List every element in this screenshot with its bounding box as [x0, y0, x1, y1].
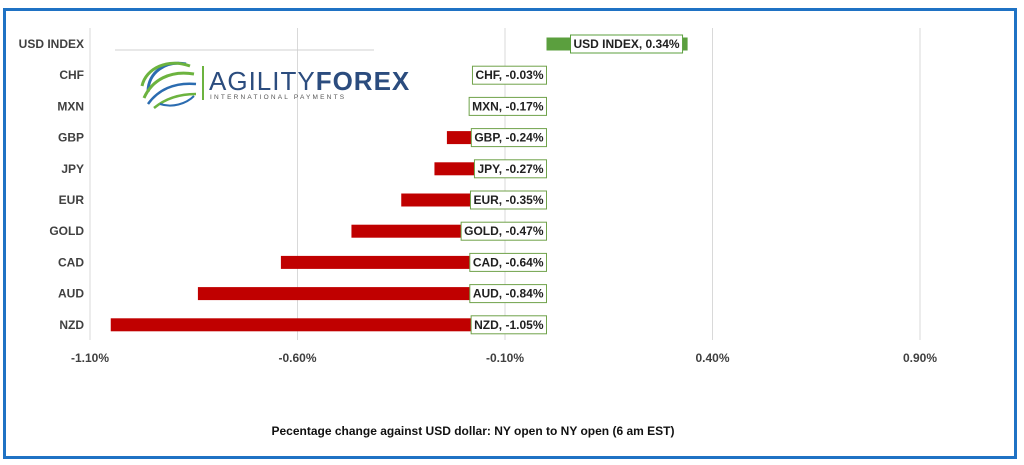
- logo-wordmark: AGILITYFOREX: [209, 66, 410, 96]
- data-label-box: [470, 128, 547, 148]
- category-label: GOLD: [49, 224, 84, 238]
- data-label-box: [469, 190, 547, 210]
- x-axis-caption: Pecentage change against USD dollar: NY …: [272, 424, 675, 438]
- x-tick-label: -1.10%: [71, 351, 109, 365]
- data-label: JPY, -0.27%: [473, 159, 547, 179]
- data-label-text: JPY, -0.27%: [477, 162, 543, 176]
- data-label-box: [469, 252, 547, 272]
- bar: [197, 287, 547, 301]
- globe-swoosh-icon: [140, 61, 197, 109]
- category-label: EUR: [59, 193, 85, 207]
- data-label: CAD, -0.64%: [469, 252, 547, 272]
- data-label-box: [471, 65, 547, 85]
- category-label: CAD: [58, 255, 84, 269]
- data-label-text: GBP, -0.24%: [474, 131, 543, 145]
- x-tick-label: 0.40%: [695, 351, 729, 365]
- data-label-text: EUR, -0.35%: [473, 193, 543, 207]
- data-label-box: [468, 96, 547, 116]
- data-label: NZD, -1.05%: [470, 315, 547, 335]
- data-labels: USD INDEX, 0.34% CHF, -0.03% MXN, -0.17% GB…: [460, 34, 684, 335]
- data-label: GBP, -0.24%: [470, 128, 547, 148]
- data-label: AUD, -0.84%: [469, 284, 547, 304]
- category-label: CHF: [59, 68, 84, 82]
- data-label: EUR, -0.35%: [469, 190, 547, 210]
- category-labels: USD INDEX CHF MXN GBP JPY EUR GOLD CAD AUD NZD: [19, 37, 85, 332]
- agility-forex-logo: AGILITYFOREX INTERNATIONAL PAYMENTS: [115, 49, 410, 109]
- x-axis-tick-labels: -1.10% -0.60% -0.10% 0.40% 0.90%: [71, 351, 937, 365]
- logo-tagline: INTERNATIONAL PAYMENTS: [210, 94, 346, 101]
- data-label-text: GOLD, -0.47%: [464, 224, 544, 238]
- data-label-text: CHF, -0.03%: [475, 68, 543, 82]
- data-label-text: MXN, -0.17%: [472, 99, 544, 113]
- data-label-text: CAD, -0.64%: [473, 255, 544, 269]
- category-label: MXN: [57, 99, 84, 113]
- category-label: GBP: [58, 131, 84, 145]
- data-label-text: AUD, -0.84%: [473, 287, 544, 301]
- data-label-box: [473, 159, 547, 179]
- category-label: AUD: [58, 287, 84, 301]
- x-tick-label: -0.10%: [486, 351, 524, 365]
- data-label: USD INDEX, 0.34%: [570, 34, 684, 54]
- x-tick-label: -0.60%: [278, 351, 316, 365]
- category-label: USD INDEX: [19, 37, 84, 51]
- data-label: GOLD, -0.47%: [460, 221, 547, 241]
- data-label: MXN, -0.17%: [468, 96, 547, 116]
- data-label: CHF, -0.03%: [471, 65, 547, 85]
- data-label-box: [470, 315, 547, 335]
- bar: [110, 318, 547, 332]
- data-label-box: [460, 221, 547, 241]
- data-label-box: [469, 284, 547, 304]
- category-label: NZD: [59, 318, 84, 332]
- x-tick-label: 0.90%: [903, 351, 937, 365]
- data-label-box: [570, 34, 684, 54]
- data-label-text: USD INDEX, 0.34%: [574, 37, 680, 51]
- data-label-text: NZD, -1.05%: [474, 318, 544, 332]
- category-label: JPY: [61, 162, 84, 176]
